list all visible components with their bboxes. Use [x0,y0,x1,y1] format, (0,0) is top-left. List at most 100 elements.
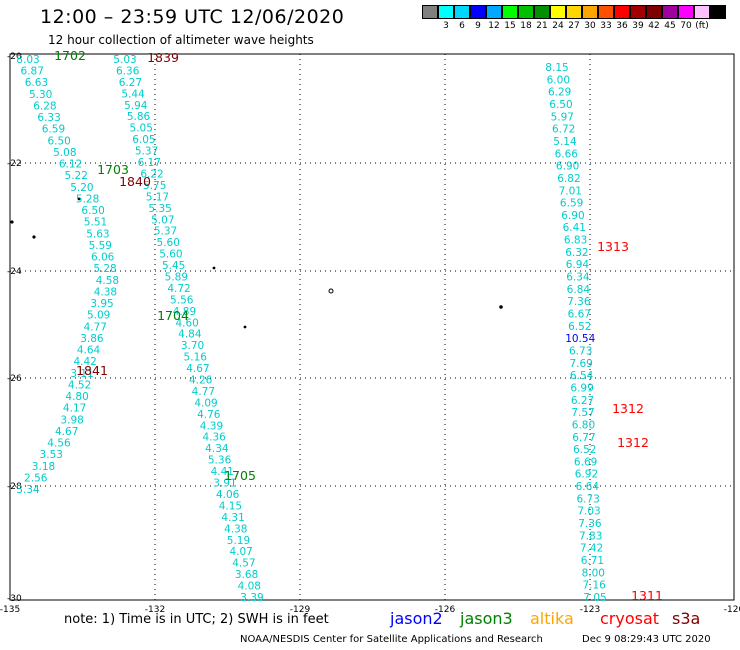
map-gridlines [10,54,734,600]
legend-swatch [662,5,678,19]
legend-label: 21 [536,21,548,31]
wave-height-value: 6.28 [33,100,56,112]
wave-height-value: 6.59 [560,198,583,210]
wave-height-value: 6.72 [552,124,575,136]
wave-height-value: 10.54 [565,333,595,345]
color-legend: 3 6 9 12 15 18 21 24 27 30 33 36 39 42 45 70 (ft) [422,5,727,33]
wave-height-value: 5.60 [159,249,182,261]
wave-height-value: 7.36 [578,518,602,530]
legend-swatch [614,5,630,19]
wave-height-value: 5.08 [53,147,76,159]
legend-label: (ft) [695,21,709,31]
wave-height-value: 3.68 [235,569,258,581]
legend-swatch [710,5,726,19]
island [77,197,81,201]
legend-swatch [550,5,566,19]
wave-height-value: 5.63 [86,228,109,240]
wave-height-value: 7.69 [569,358,592,370]
wave-height-value: 7.83 [579,530,602,542]
footer-note: note: 1) Time is in UTC; 2) SWH is in fe… [64,612,329,627]
wave-height-value: 6.84 [567,284,591,296]
wave-height-value: 3.39 [240,592,263,604]
wave-height-value: 8.03 [16,54,39,66]
island [32,235,36,239]
wave-height-value: 5.19 [227,535,250,547]
wave-height-value: 3.86 [80,333,104,345]
lon-tick-label: -135 [0,605,20,615]
wave-height-value: 3.70 [181,340,204,352]
lon-tick-label: -120 [724,605,740,615]
wave-height-value: 5.94 [124,100,148,112]
wave-height-value: 4.42 [73,356,96,368]
wave-height-value: 5.56 [170,294,194,306]
island-markers [10,197,503,329]
wave-height-value: 6.52 [568,321,591,333]
wave-height-value: 6.94 [566,259,590,271]
lat-tick-label: -22 [7,159,22,169]
legend-label: 15 [504,21,516,31]
wave-height-value: 4.84 [178,329,202,341]
wave-height-value: 8.15 [545,62,568,74]
legend-swatch [646,5,662,19]
wave-height-value: 5.28 [76,193,99,205]
wave-height-value: 4.06 [216,489,240,501]
wave-height-value: 5.17 [146,191,169,203]
pass-id-label: 1702 [54,48,86,63]
wave-height-value: 4.38 [224,523,247,535]
wave-height-value: 6.82 [557,173,580,185]
wave-height-value: 7.36 [567,296,591,308]
satellite-altika: altika [530,609,574,628]
wave-height-value: 6.73 [569,345,592,357]
wave-height-value: 6.67 [568,309,591,321]
wave-height-value: 5.09 [87,310,110,322]
pass-id-label: 1705 [224,468,256,483]
pass-id-label: 1841 [76,363,108,378]
legend-swatch [566,5,582,19]
legend-label: 3 [443,21,449,31]
legend-swatch [598,5,614,19]
island [10,220,14,224]
wave-height-value: 5.28 [93,263,116,275]
wave-height-value: 5.45 [162,260,185,272]
wave-height-value: 7.42 [580,543,603,555]
pass-id-label: 1312 [617,435,649,450]
wave-height-value: 5.89 [165,271,188,283]
legend-label: 30 [584,21,596,31]
legend-swatch [454,5,470,19]
wave-height-value: 5.97 [551,111,574,123]
wave-height-value: 6.99 [570,382,593,394]
wave-height-value: 6.52 [573,444,596,456]
wave-height-value: 4.60 [175,317,198,329]
wave-height-value: 6.64 [576,481,600,493]
wave-height-value: 3.53 [40,449,63,461]
pass-id-label: 1703 [97,162,129,177]
wave-height-value: 4.57 [232,558,255,570]
legend-label: 45 [664,21,676,31]
lat-tick-label: -20 [7,52,22,62]
legend-swatch [630,5,646,19]
wave-height-value: 5.16 [184,352,208,364]
legend-label: 18 [520,21,532,31]
wave-height-value: 6.90 [556,161,579,173]
altimeter-tracks: 8.036.876.635.306.286.336.596.505.086.12… [16,54,606,604]
wave-height-value: 6.06 [91,252,115,264]
wave-height-value: 3.11 [70,368,93,380]
wave-height-value: 4.52 [68,379,91,391]
lat-tick-label: -28 [7,482,22,492]
wave-height-value: 4.39 [200,420,223,432]
legend-label: 12 [488,21,500,31]
wave-height-value: 4.56 [47,438,71,450]
wave-height-value: 5.44 [121,88,145,100]
wave-height-value: 6.87 [21,66,44,78]
wave-height-value: 4.31 [221,512,244,524]
pass-id-label: 1313 [597,239,629,254]
lat-tick-label: -24 [7,267,22,277]
wave-height-value: 6.33 [37,112,60,124]
wave-height-value: 6.27 [119,77,142,89]
axis-tick-labels: -135 -132 -129 -126 -123 -120 -20 -22 -24 -26 -28 -… [0,52,740,615]
legend-swatch [486,5,502,19]
wave-height-value: 4.77 [192,386,215,398]
legend-swatch [422,5,438,19]
wave-height-value: 6.63 [25,77,48,89]
